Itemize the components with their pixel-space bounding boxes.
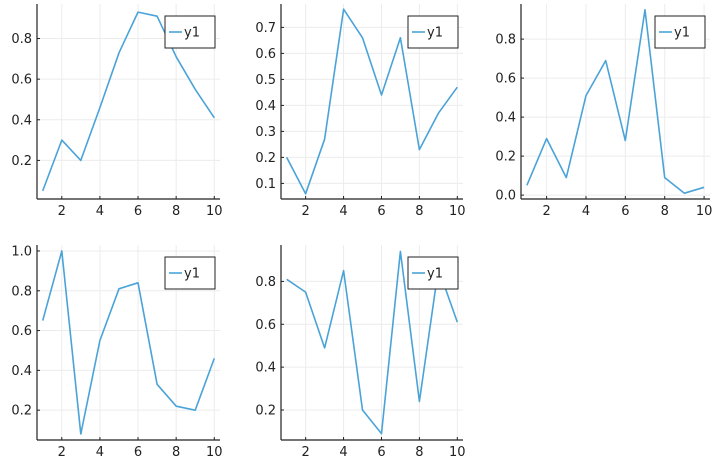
y-tick-label: 0.6 [255, 47, 276, 62]
y-tick-label: 0.5 [255, 73, 276, 88]
legend-label: y1 [427, 26, 443, 41]
x-tick-label: 6 [621, 204, 629, 219]
x-tick-label: 10 [206, 445, 223, 460]
y-tick-label: 0.8 [11, 32, 32, 47]
legend-label: y1 [184, 267, 200, 282]
subplot-4: 2 4 6 8 10 0.2 0.4 0.6 0.8 1.0 y1 [11, 244, 222, 460]
subplot-3: 2 4 6 8 10 0.0 0.2 0.4 0.6 0.8 y1 [495, 4, 712, 219]
series-line [41, 250, 216, 435]
legend: y1 [407, 256, 459, 290]
x-tick-label: 2 [542, 204, 550, 219]
y-tick-label: 0.4 [11, 113, 32, 128]
y-tick-label: 0.2 [11, 404, 32, 419]
series-line [526, 9, 705, 194]
y-tick-label: 0.1 [255, 177, 276, 192]
legend: y1 [407, 15, 459, 49]
y-tick-label: 0.4 [255, 99, 276, 114]
x-tick-label: 6 [377, 204, 385, 219]
x-tick-label: 8 [172, 445, 180, 460]
y-tick-label: 0.3 [255, 125, 276, 140]
legend: y1 [164, 15, 216, 49]
x-tick-label: 6 [134, 204, 142, 219]
y-tick-label: 0.6 [495, 72, 516, 87]
y-tick-label: 0.2 [255, 151, 276, 166]
x-tick-label: 2 [302, 204, 310, 219]
legend: y1 [654, 15, 706, 49]
y-tick-label: 0.2 [11, 154, 32, 169]
y-tick-label: 0.0 [495, 189, 516, 204]
legend: y1 [164, 256, 216, 290]
x-tick-label: 4 [96, 445, 104, 460]
y-tick-label: 0.6 [11, 73, 32, 88]
x-tick-label: 10 [206, 204, 223, 219]
y-tick-label: 0.8 [11, 284, 32, 299]
x-tick-label: 10 [696, 204, 713, 219]
y-tick-label: 0.7 [255, 21, 276, 36]
y-tick-label: 0.4 [495, 111, 516, 126]
y-tick-label: 0.4 [11, 364, 32, 379]
x-tick-label: 6 [377, 445, 385, 460]
y-tick-label: 0.2 [495, 150, 516, 165]
subplot-2: 2 4 6 8 10 0.1 0.2 0.3 0.4 0.5 0.6 0.7 y1 [255, 4, 466, 219]
x-tick-label: 2 [302, 445, 310, 460]
legend-label: y1 [427, 267, 443, 282]
x-tick-label: 2 [58, 445, 66, 460]
x-tick-label: 8 [661, 204, 669, 219]
subplot-1: 2 4 6 8 10 0.2 0.4 0.6 0.8 y1 [11, 4, 223, 219]
y-tick-label: 0.6 [11, 324, 32, 339]
legend-label: y1 [674, 26, 690, 41]
subplot-5: 2 4 6 8 10 0.2 0.4 0.6 0.8 y1 [255, 245, 466, 460]
x-tick-label: 4 [339, 445, 347, 460]
y-tick-label: 0.8 [255, 275, 276, 290]
x-tick-label: 4 [339, 204, 347, 219]
series-line [286, 250, 459, 435]
x-tick-label: 8 [415, 445, 423, 460]
y-tick-label: 0.6 [255, 318, 276, 333]
x-tick-label: 4 [96, 204, 104, 219]
y-tick-label: 0.4 [255, 361, 276, 376]
series-line [285, 8, 458, 195]
y-tick-label: 0.8 [495, 33, 516, 48]
legend-label: y1 [184, 26, 200, 41]
y-tick-label: 1.0 [11, 244, 32, 259]
y-tick-label: 0.2 [255, 404, 276, 419]
x-tick-label: 2 [58, 204, 66, 219]
x-tick-label: 10 [449, 204, 466, 219]
x-tick-label: 6 [134, 445, 142, 460]
x-tick-label: 8 [172, 204, 180, 219]
series-line [41, 11, 215, 192]
x-tick-label: 4 [582, 204, 590, 219]
x-tick-label: 10 [449, 445, 466, 460]
x-tick-label: 8 [415, 204, 423, 219]
